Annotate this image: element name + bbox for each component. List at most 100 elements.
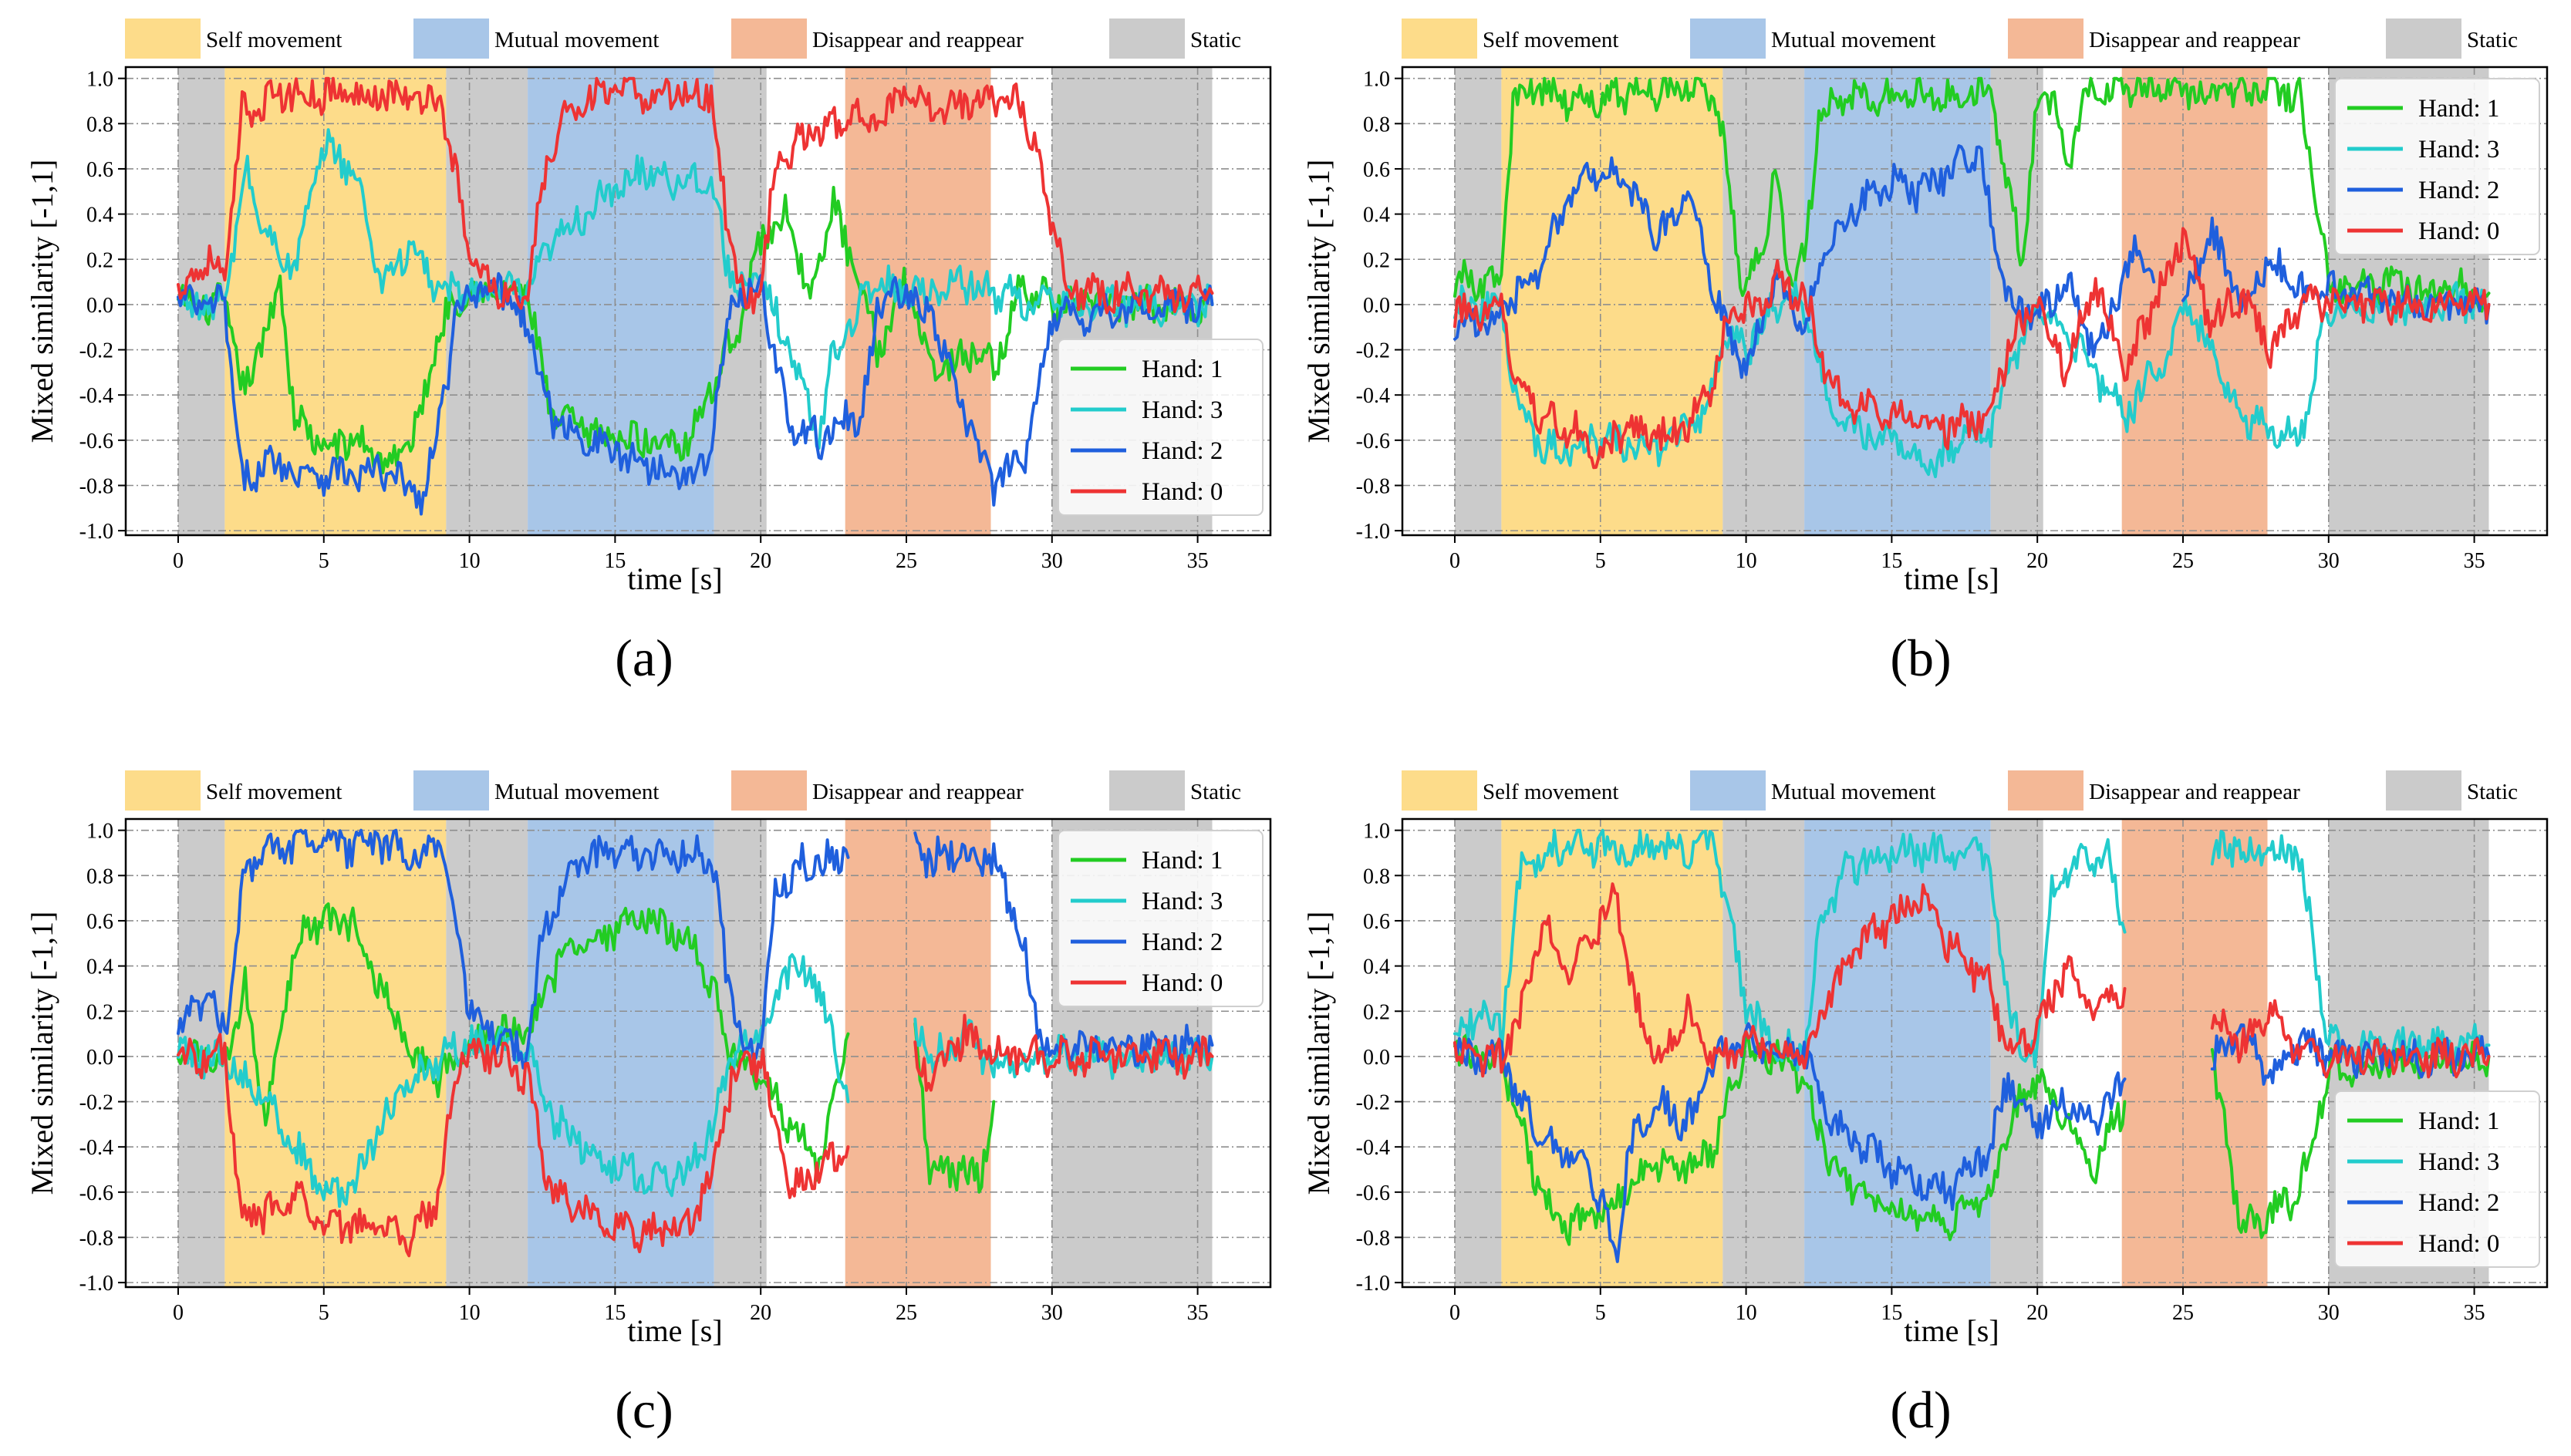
region-legend: Self movement Mutual movement Disappear an…: [1402, 770, 2518, 811]
legend-label: Hand: 1: [2418, 95, 2499, 123]
y-tick-label: -1.0: [1356, 520, 1390, 544]
legend-label: Hand: 3: [1142, 888, 1223, 915]
x-tick-label: 0: [1449, 1301, 1460, 1325]
legend-item-hand-2: Hand: 2: [1071, 437, 1223, 465]
x-tick-label: 10: [1736, 549, 1757, 573]
region-legend-item-self-movement: Self movement: [125, 19, 342, 59]
chart-panel-4: 0 5 10 15 20 25 30 35 1.0 0.8 0.6 0.4 0.2 0.0 -0.2 -0.4…: [1301, 770, 2549, 1439]
y-axis-label: Mixed similarity [-1,1]: [25, 160, 59, 443]
region-legend-item-disappear-and-reappear: Disappear and reappear: [2008, 19, 2300, 59]
region-legend-swatch: [1402, 770, 1477, 811]
region-legend-label: Disappear and reappear: [812, 780, 1024, 804]
series-line-hand-2: [2210, 1023, 2491, 1086]
x-tick-label: 15: [604, 1301, 626, 1325]
region-legend-swatch: [2386, 770, 2461, 811]
region-self-movement: [224, 67, 447, 535]
series-line-hand-3: [177, 128, 1214, 450]
x-tick-label: 20: [2026, 549, 2048, 573]
y-tick-label: -0.4: [79, 384, 113, 408]
region-legend-swatch: [731, 770, 807, 811]
y-tick-label: 0.8: [86, 865, 113, 888]
series-line-hand-2: [177, 828, 850, 1070]
legend-item-hand-3: Hand: 3: [2347, 136, 2499, 163]
y-tick-label: 1.0: [1363, 820, 1390, 844]
series-legend: Hand: 1 Hand: 3 Hand: 2 Hand: 0: [1058, 830, 1264, 1007]
legend-item-hand-1: Hand: 1: [1071, 847, 1223, 875]
series-line-hand-0: [1453, 882, 2127, 1078]
region-legend-item-mutual-movement: Mutual movement: [1690, 19, 1935, 59]
region-legend-label: Mutual movement: [494, 780, 659, 804]
y-tick-label: -0.8: [79, 1226, 113, 1250]
series-legend-box: [2334, 78, 2540, 255]
y-tick-label: 0.8: [1363, 113, 1390, 136]
y-tick-label: 0.6: [1363, 158, 1390, 182]
region-legend-swatch: [2386, 19, 2461, 59]
x-tick-label: 30: [1041, 549, 1063, 573]
x-tick-label: 20: [750, 1301, 771, 1325]
series-line-hand-3: [1453, 828, 2127, 1072]
series-legend-box: [1058, 830, 1264, 1007]
region-legend: Self movement Mutual movement Disappear an…: [125, 19, 1241, 59]
region-self-movement: [1501, 67, 1723, 535]
series-line-hand-1: [1453, 76, 2491, 313]
x-tick-label: 15: [604, 549, 626, 573]
y-tick-label: 0.0: [86, 1046, 113, 1070]
x-tick-label: 15: [1881, 549, 1902, 573]
x-tick-label: 0: [173, 1301, 184, 1325]
series-lines: [177, 828, 1214, 1258]
x-tick-label: 0: [1449, 549, 1460, 573]
legend-label: Hand: 1: [1142, 356, 1223, 383]
series-line-hand-1: [913, 1022, 996, 1194]
region-mutual-movement: [1804, 67, 1991, 535]
legend-label: Hand: 3: [2418, 1148, 2499, 1176]
legend-item-hand-3: Hand: 3: [1071, 396, 1223, 424]
region-legend-item-mutual-movement: Mutual movement: [413, 19, 659, 59]
series-line-hand-1: [2210, 1036, 2491, 1239]
region-legend-item-mutual-movement: Mutual movement: [1690, 770, 1935, 811]
legend-item-hand-1: Hand: 1: [1071, 356, 1223, 383]
series-line-hand-2: [1453, 144, 2156, 379]
series-line-hand-0: [177, 1033, 850, 1258]
legend-item-hand-0: Hand: 0: [1071, 478, 1223, 506]
y-tick-label: 0.6: [86, 158, 113, 182]
series-line-hand-2: [2181, 216, 2491, 325]
panel-label: (b): [1890, 629, 1951, 687]
region-legend-swatch: [731, 19, 807, 59]
x-tick-label: 20: [2026, 1301, 2048, 1325]
x-axis-label: time [s]: [1904, 561, 1999, 596]
region-legend-item-disappear-and-reappear: Disappear and reappear: [731, 770, 1024, 811]
region-legend-label: Static: [1190, 780, 1241, 804]
region-legend-label: Disappear and reappear: [812, 28, 1024, 52]
y-tick-label: -0.6: [1356, 1181, 1390, 1205]
series-legend: Hand: 1 Hand: 3 Hand: 2 Hand: 0: [2334, 78, 2540, 255]
legend-label: Hand: 0: [1142, 478, 1223, 506]
y-tick-label: -1.0: [79, 520, 113, 544]
region-legend-swatch: [125, 19, 201, 59]
plot-frame: [1401, 66, 2549, 537]
chart-panel-2: 0 5 10 15 20 25 30 35 1.0 0.8 0.6 0.4 0.2 0.0 -0.2 -0.4…: [1301, 19, 2549, 687]
y-tick-label: -0.8: [79, 474, 113, 498]
x-tick-label: 30: [2318, 549, 2340, 573]
tick-labels: 0 5 10 15 20 25 30 35 1.0 0.8 0.6 0.4 0.2 0.0 -0.2 -0.4…: [79, 68, 1209, 573]
y-tick-label: -0.2: [79, 1091, 113, 1115]
series-line-hand-0: [1453, 227, 2491, 470]
panel-label: (a): [615, 629, 673, 687]
region-legend-label: Self movement: [206, 780, 342, 804]
y-tick-label: 1.0: [86, 68, 113, 92]
region-legend-label: Self movement: [1483, 780, 1618, 804]
series-lines: [177, 76, 1214, 516]
x-tick-label: 5: [1595, 1301, 1606, 1325]
y-tick-label: 0.8: [86, 113, 113, 136]
y-tick-label: -1.0: [1356, 1272, 1390, 1296]
region-legend-swatch: [1109, 19, 1185, 59]
legend-item-hand-0: Hand: 0: [1071, 969, 1223, 997]
x-tick-label: 35: [2464, 549, 2485, 573]
region-legend-label: Static: [1190, 28, 1241, 52]
y-tick-label: -0.8: [1356, 474, 1390, 498]
y-tick-label: 0.0: [1363, 294, 1390, 318]
series-line-hand-2: [177, 271, 1214, 516]
region-legend: Self movement Mutual movement Disappear an…: [125, 770, 1241, 811]
y-tick-label: 0.4: [86, 204, 113, 228]
region-legend-label: Disappear and reappear: [2089, 28, 2300, 52]
